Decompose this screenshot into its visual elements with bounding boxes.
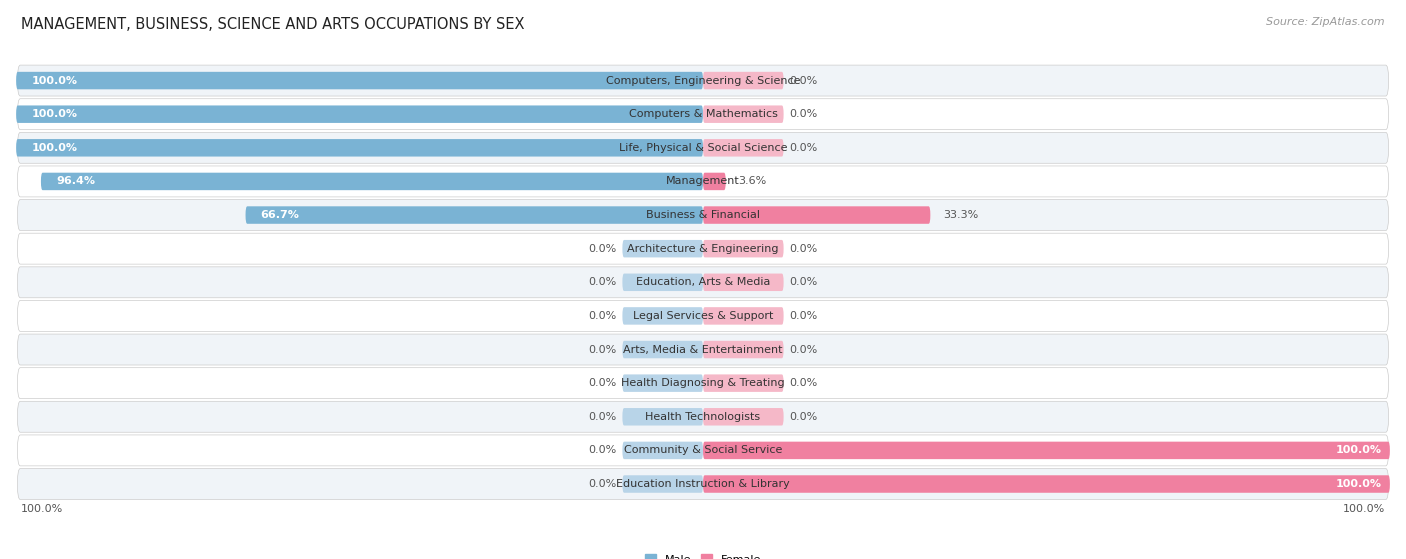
FancyBboxPatch shape bbox=[703, 408, 783, 425]
FancyBboxPatch shape bbox=[623, 408, 703, 425]
Text: 100.0%: 100.0% bbox=[1336, 446, 1382, 456]
Text: Computers, Engineering & Science: Computers, Engineering & Science bbox=[606, 75, 800, 86]
Text: MANAGEMENT, BUSINESS, SCIENCE AND ARTS OCCUPATIONS BY SEX: MANAGEMENT, BUSINESS, SCIENCE AND ARTS O… bbox=[21, 17, 524, 32]
FancyBboxPatch shape bbox=[623, 307, 703, 325]
FancyBboxPatch shape bbox=[17, 99, 1389, 130]
Text: 0.0%: 0.0% bbox=[589, 446, 617, 456]
Text: Business & Financial: Business & Financial bbox=[645, 210, 761, 220]
FancyBboxPatch shape bbox=[17, 65, 1389, 96]
FancyBboxPatch shape bbox=[703, 106, 783, 123]
FancyBboxPatch shape bbox=[17, 200, 1389, 230]
Text: Education Instruction & Library: Education Instruction & Library bbox=[616, 479, 790, 489]
Text: 100.0%: 100.0% bbox=[31, 75, 77, 86]
FancyBboxPatch shape bbox=[703, 139, 783, 157]
FancyBboxPatch shape bbox=[703, 375, 783, 392]
FancyBboxPatch shape bbox=[41, 173, 703, 190]
FancyBboxPatch shape bbox=[17, 233, 1389, 264]
Text: 0.0%: 0.0% bbox=[589, 244, 617, 254]
FancyBboxPatch shape bbox=[17, 368, 1389, 399]
Text: Health Diagnosing & Treating: Health Diagnosing & Treating bbox=[621, 378, 785, 388]
Text: Management: Management bbox=[666, 177, 740, 187]
FancyBboxPatch shape bbox=[703, 341, 783, 358]
Text: 0.0%: 0.0% bbox=[789, 277, 817, 287]
FancyBboxPatch shape bbox=[17, 468, 1389, 500]
Text: 100.0%: 100.0% bbox=[31, 109, 77, 119]
Text: 0.0%: 0.0% bbox=[589, 311, 617, 321]
FancyBboxPatch shape bbox=[17, 132, 1389, 163]
FancyBboxPatch shape bbox=[17, 334, 1389, 365]
FancyBboxPatch shape bbox=[15, 72, 703, 89]
FancyBboxPatch shape bbox=[703, 206, 931, 224]
Text: Computers & Mathematics: Computers & Mathematics bbox=[628, 109, 778, 119]
Text: 66.7%: 66.7% bbox=[260, 210, 299, 220]
Text: 0.0%: 0.0% bbox=[789, 75, 817, 86]
Text: 3.6%: 3.6% bbox=[738, 177, 766, 187]
FancyBboxPatch shape bbox=[703, 442, 1391, 459]
FancyBboxPatch shape bbox=[623, 341, 703, 358]
Text: Community & Social Service: Community & Social Service bbox=[624, 446, 782, 456]
FancyBboxPatch shape bbox=[703, 307, 783, 325]
Text: 100.0%: 100.0% bbox=[31, 143, 77, 153]
Text: Arts, Media & Entertainment: Arts, Media & Entertainment bbox=[623, 344, 783, 354]
Legend: Male, Female: Male, Female bbox=[641, 549, 765, 559]
Text: 0.0%: 0.0% bbox=[789, 344, 817, 354]
FancyBboxPatch shape bbox=[623, 475, 703, 493]
Text: 100.0%: 100.0% bbox=[21, 504, 63, 514]
Text: 100.0%: 100.0% bbox=[1336, 479, 1382, 489]
FancyBboxPatch shape bbox=[703, 240, 783, 257]
FancyBboxPatch shape bbox=[703, 475, 1391, 493]
Text: Legal Services & Support: Legal Services & Support bbox=[633, 311, 773, 321]
Text: Health Technologists: Health Technologists bbox=[645, 412, 761, 422]
Text: 0.0%: 0.0% bbox=[589, 479, 617, 489]
FancyBboxPatch shape bbox=[17, 267, 1389, 298]
Text: 0.0%: 0.0% bbox=[789, 244, 817, 254]
Text: 0.0%: 0.0% bbox=[789, 412, 817, 422]
FancyBboxPatch shape bbox=[246, 206, 703, 224]
Text: 0.0%: 0.0% bbox=[789, 311, 817, 321]
Text: 0.0%: 0.0% bbox=[589, 277, 617, 287]
Text: 100.0%: 100.0% bbox=[1343, 504, 1385, 514]
FancyBboxPatch shape bbox=[703, 273, 783, 291]
FancyBboxPatch shape bbox=[17, 401, 1389, 432]
Text: 0.0%: 0.0% bbox=[789, 143, 817, 153]
FancyBboxPatch shape bbox=[623, 375, 703, 392]
FancyBboxPatch shape bbox=[703, 72, 783, 89]
Text: Source: ZipAtlas.com: Source: ZipAtlas.com bbox=[1267, 17, 1385, 27]
FancyBboxPatch shape bbox=[17, 166, 1389, 197]
Text: 33.3%: 33.3% bbox=[943, 210, 979, 220]
Text: 96.4%: 96.4% bbox=[56, 177, 96, 187]
FancyBboxPatch shape bbox=[703, 173, 725, 190]
Text: Education, Arts & Media: Education, Arts & Media bbox=[636, 277, 770, 287]
Text: 0.0%: 0.0% bbox=[789, 378, 817, 388]
FancyBboxPatch shape bbox=[623, 442, 703, 459]
Text: Life, Physical & Social Science: Life, Physical & Social Science bbox=[619, 143, 787, 153]
FancyBboxPatch shape bbox=[623, 273, 703, 291]
Text: 0.0%: 0.0% bbox=[589, 412, 617, 422]
FancyBboxPatch shape bbox=[15, 139, 703, 157]
Text: 0.0%: 0.0% bbox=[789, 109, 817, 119]
Text: 0.0%: 0.0% bbox=[589, 378, 617, 388]
FancyBboxPatch shape bbox=[17, 300, 1389, 331]
FancyBboxPatch shape bbox=[15, 106, 703, 123]
FancyBboxPatch shape bbox=[623, 240, 703, 257]
Text: Architecture & Engineering: Architecture & Engineering bbox=[627, 244, 779, 254]
Text: 0.0%: 0.0% bbox=[589, 344, 617, 354]
FancyBboxPatch shape bbox=[17, 435, 1389, 466]
